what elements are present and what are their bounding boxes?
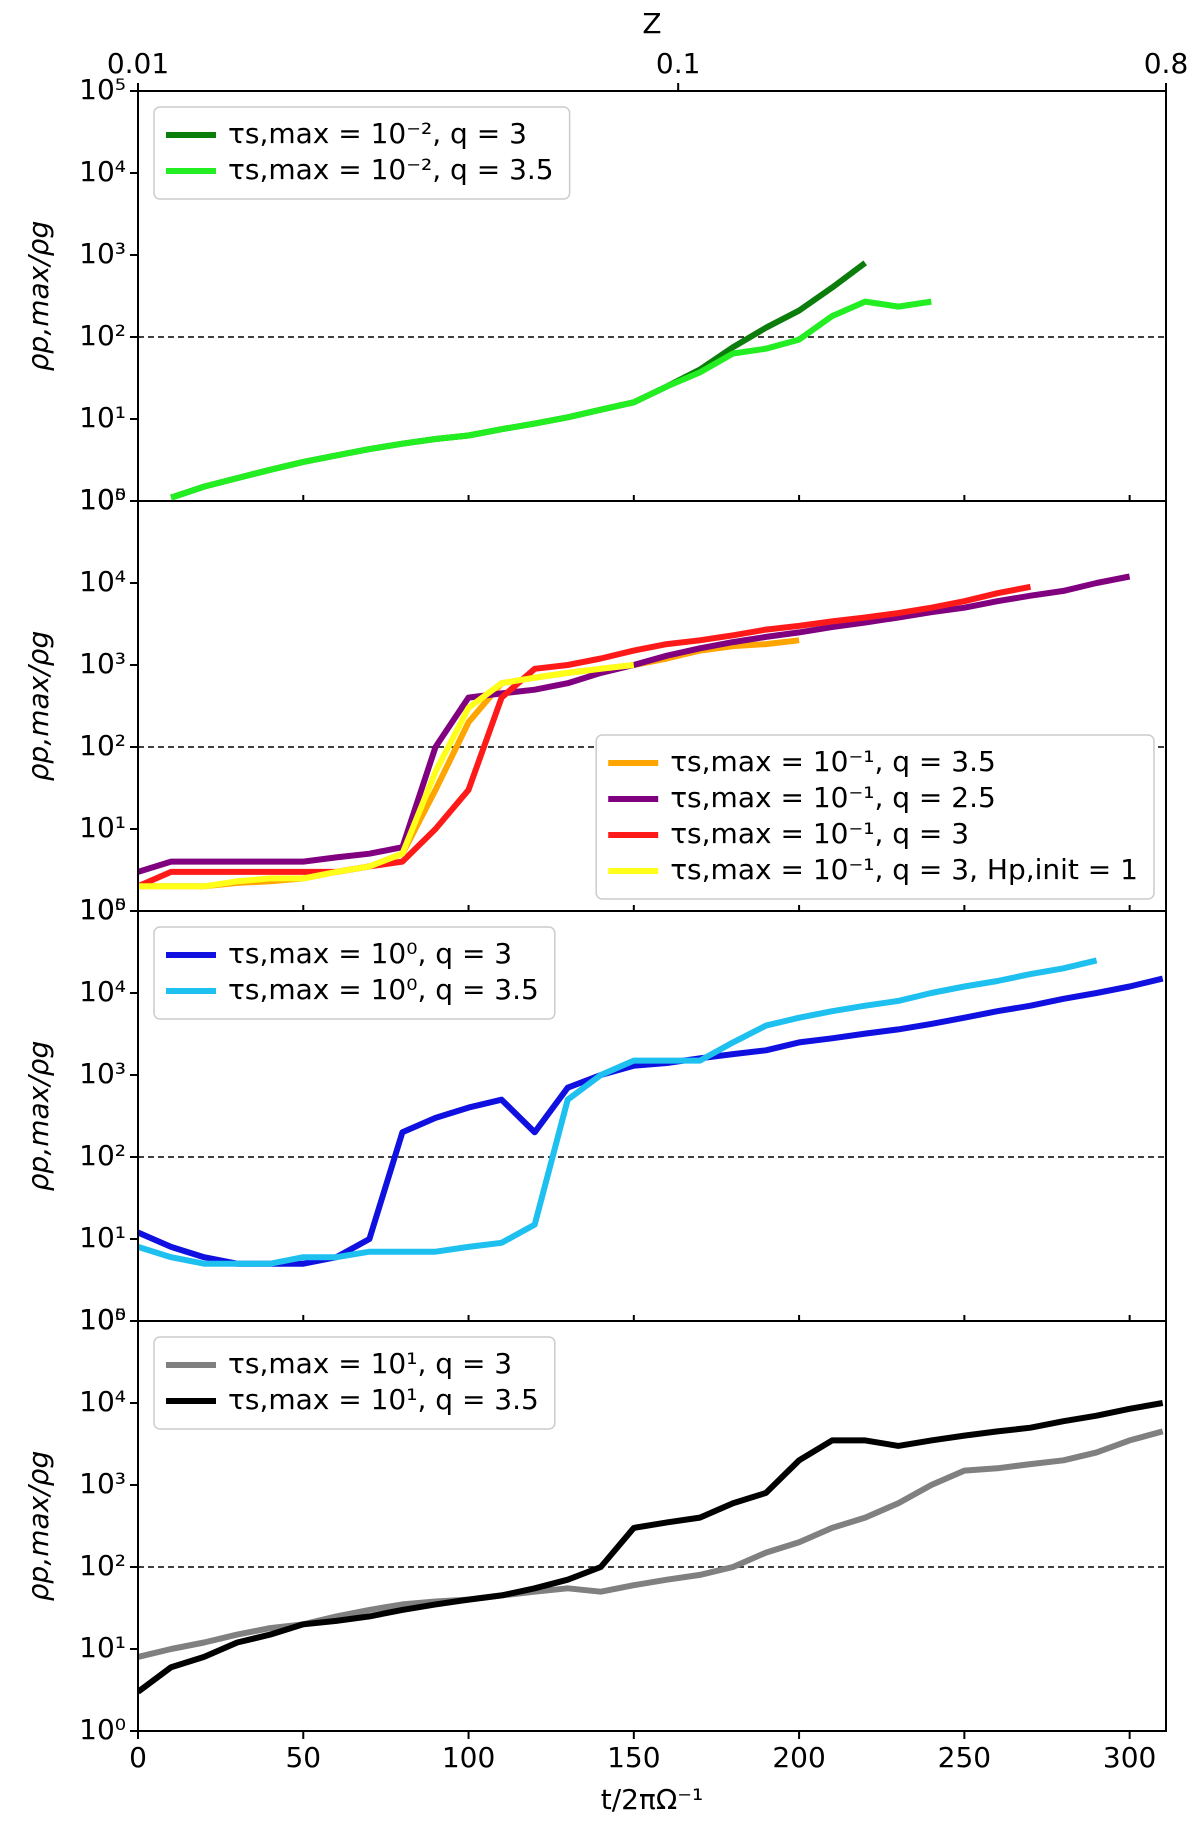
series-line [170,298,932,501]
y-tick-label: 10⁰ [79,1713,126,1746]
series-line [138,957,1098,1267]
y-tick-label: 10³ [79,237,126,270]
series-line [138,583,1032,890]
legend-box [595,734,1155,900]
legend: τs,max = 10¹, q = 3τs,max = 10¹, q = 3.5 [153,1336,556,1430]
x-tick-label: 0 [129,1741,147,1774]
y-tick-label: 10³ [79,1057,126,1090]
x-tick-label: 250 [938,1741,991,1774]
legend-label: τs,max = 10⁰, q = 3 [228,937,512,970]
y-axis-label: ρp,max/ρg [22,1451,55,1601]
x2-tick-label: 0.1 [656,47,701,80]
plot-frame [137,1320,1167,1732]
y-tick-label: 10⁰ [79,483,126,516]
legend-label: τs,max = 10⁻², q = 3.5 [228,153,554,186]
legend-label: τs,max = 10⁰, q = 3.5 [228,973,539,1006]
legend-label: τs,max = 10⁻¹, q = 3, Hp,init = 1 [670,853,1138,886]
x-tick-label: 300 [1103,1741,1156,1774]
legend-label: τs,max = 10⁻¹, q = 2.5 [670,781,996,814]
legend: τs,max = 10⁻², q = 3τs,max = 10⁻², q = 3… [153,106,571,200]
legend: τs,max = 10⁰, q = 3τs,max = 10⁰, q = 3.5 [153,926,556,1020]
x-tick-label: 50 [285,1741,321,1774]
legend-label: τs,max = 10⁻¹, q = 3 [670,817,969,850]
y-tick-label: 10⁴ [79,565,126,598]
y-tick-label: 10⁵ [79,1303,126,1336]
y-axis-label: ρp,max/ρg [22,221,55,371]
legend-label: τs,max = 10¹, q = 3.5 [228,1383,539,1416]
y-tick-label: 10⁰ [79,1303,126,1336]
legend: τs,max = 10⁻¹, q = 3.5τs,max = 10⁻¹, q =… [595,734,1155,900]
y-tick-label: 10⁰ [79,893,126,926]
y-tick-label: 10¹ [79,1221,126,1254]
x2-tick-label: 0.01 [107,47,169,80]
x-tick-label: 150 [607,1741,660,1774]
y-tick-label: 10⁵ [79,483,126,516]
legend-label: τs,max = 10⁻², q = 3 [228,117,527,150]
legend-box [153,106,571,200]
x2-tick-label: 0.8 [1144,47,1189,80]
y-axis-label: ρp,max/ρg [22,1041,55,1191]
series-line [138,1400,1164,1695]
series-line [138,975,1164,1267]
y-tick-label: 10⁵ [79,893,126,926]
y-tick-label: 10¹ [79,401,126,434]
y-tick-label: 10² [79,1139,126,1172]
y-tick-label: 10⁴ [79,155,126,188]
x-axis-label: t/2πΩ⁻¹ [601,1783,703,1816]
y-tick-label: 10³ [79,647,126,680]
legend-box [153,926,556,1020]
x-tick-label: 200 [772,1741,825,1774]
series-line [138,662,635,890]
y-tick-label: 10² [79,319,126,352]
y-tick-label: 10⁵ [79,73,126,106]
legend-label: τs,max = 10⁻¹, q = 3.5 [670,745,996,778]
y-axis-label: ρp,max/ρg [22,631,55,781]
y-tick-label: 10¹ [79,811,126,844]
y-tick-label: 10⁴ [79,1385,126,1418]
x2-axis-label: Z [642,7,661,40]
legend-box [153,1336,556,1430]
y-tick-label: 10² [79,1549,126,1582]
legend-label: τs,max = 10¹, q = 3 [228,1347,512,1380]
y-tick-label: 10¹ [79,1631,126,1664]
y-tick-label: 10² [79,729,126,762]
x-tick-label: 100 [442,1741,495,1774]
y-tick-label: 10⁴ [79,975,126,1008]
y-tick-label: 10³ [79,1467,126,1500]
